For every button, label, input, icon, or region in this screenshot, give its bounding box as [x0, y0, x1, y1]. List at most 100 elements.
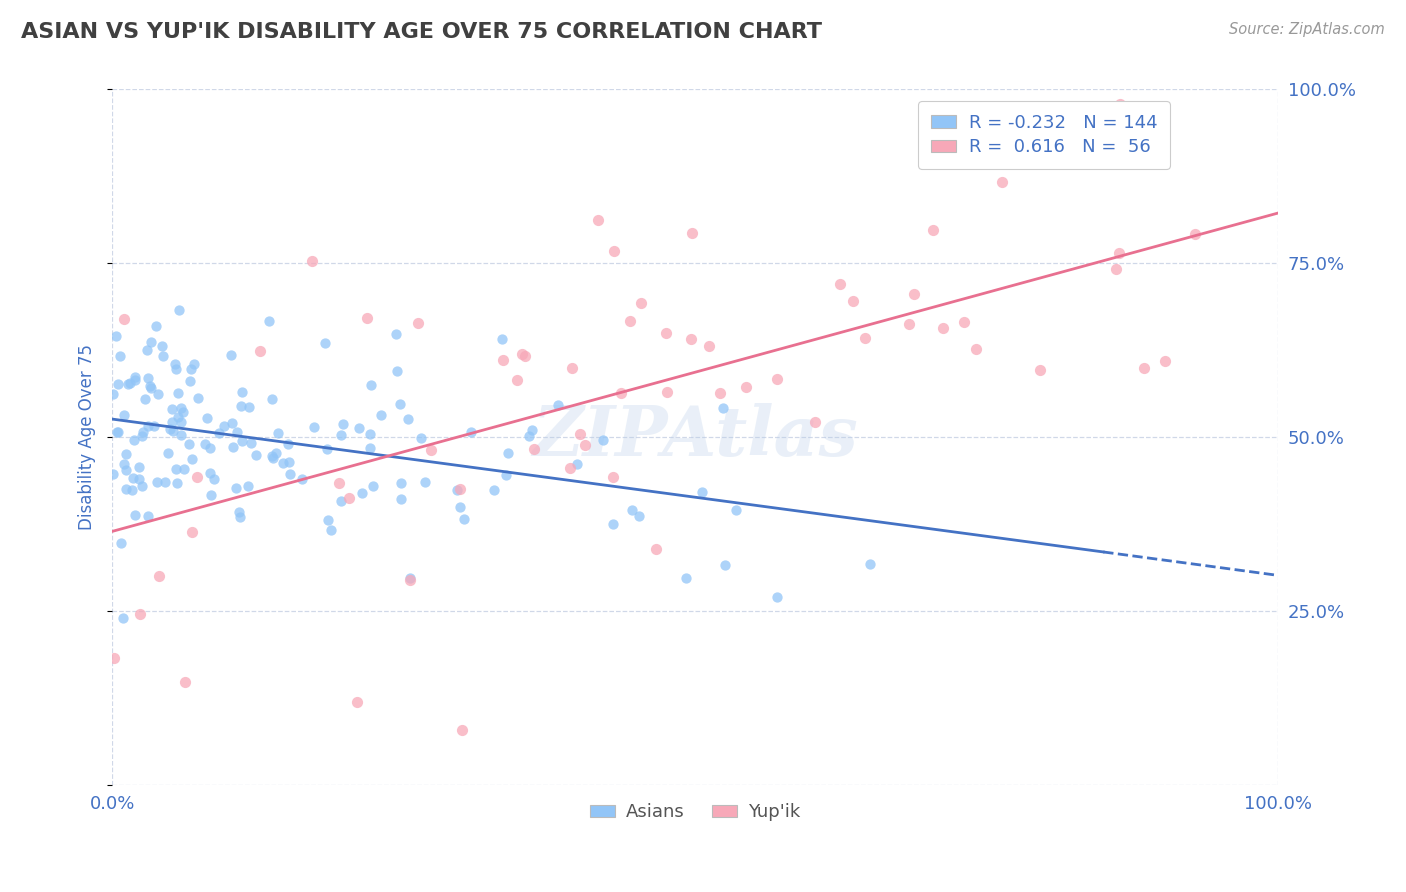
Point	[195, 411, 218, 425]
Point	[172, 405, 194, 419]
Point	[278, 467, 301, 482]
Point	[231, 434, 253, 448]
Point	[194, 437, 217, 451]
Point	[167, 410, 190, 425]
Point	[492, 353, 515, 368]
Point	[179, 437, 201, 451]
Point	[165, 361, 187, 376]
Point	[316, 513, 339, 527]
Point	[180, 362, 202, 376]
Point	[451, 723, 474, 737]
Point	[517, 428, 540, 442]
Point	[359, 427, 381, 442]
Point	[347, 421, 370, 435]
Text: Source: ZipAtlas.com: Source: ZipAtlas.com	[1229, 22, 1385, 37]
Point	[152, 350, 174, 364]
Point	[359, 441, 381, 455]
Point	[153, 475, 176, 490]
Point	[389, 397, 412, 411]
Point	[735, 380, 758, 394]
Point	[396, 412, 419, 426]
Point	[150, 339, 173, 353]
Point	[711, 401, 734, 416]
Point	[183, 357, 205, 371]
Point	[260, 392, 283, 406]
Point	[1108, 97, 1130, 112]
Point	[657, 385, 679, 400]
Point	[361, 479, 384, 493]
Point	[239, 436, 262, 450]
Point	[952, 314, 974, 328]
Point	[903, 287, 925, 301]
Point	[134, 392, 156, 406]
Point	[714, 558, 737, 572]
Point	[103, 387, 125, 401]
Point	[141, 334, 163, 349]
Point	[112, 311, 135, 326]
Point	[859, 558, 882, 572]
Point	[330, 428, 353, 442]
Point	[169, 401, 191, 415]
Point	[160, 415, 183, 429]
Point	[103, 650, 125, 665]
Point	[200, 488, 222, 502]
Point	[315, 442, 337, 456]
Point	[221, 440, 243, 454]
Point	[128, 607, 150, 622]
Point	[389, 492, 412, 507]
Point	[260, 449, 283, 463]
Point	[131, 429, 153, 443]
Point	[111, 610, 134, 624]
Point	[226, 425, 249, 439]
Point	[301, 254, 323, 268]
Point	[453, 512, 475, 526]
Point	[229, 510, 252, 524]
Point	[166, 475, 188, 490]
Point	[352, 485, 374, 500]
Point	[104, 329, 127, 343]
Point	[922, 223, 945, 237]
Point	[124, 373, 146, 387]
Point	[766, 372, 789, 386]
Point	[170, 415, 193, 429]
Point	[138, 371, 160, 385]
Point	[329, 494, 352, 508]
Point	[655, 326, 678, 341]
Point	[221, 348, 243, 362]
Point	[765, 591, 787, 605]
Point	[506, 373, 529, 387]
Point	[103, 467, 125, 481]
Point	[174, 675, 197, 690]
Point	[122, 434, 145, 448]
Point	[446, 483, 468, 497]
Point	[569, 427, 592, 442]
Point	[115, 447, 138, 461]
Point	[124, 370, 146, 384]
Point	[114, 482, 136, 496]
Point	[181, 524, 204, 539]
Point	[495, 468, 517, 483]
Point	[117, 376, 139, 391]
Point	[278, 455, 301, 469]
Point	[221, 416, 243, 430]
Point	[496, 446, 519, 460]
Point	[128, 473, 150, 487]
Point	[991, 175, 1014, 189]
Point	[1132, 361, 1154, 376]
Point	[136, 343, 159, 357]
Point	[139, 381, 162, 395]
Point	[277, 436, 299, 450]
Point	[586, 212, 609, 227]
Point	[143, 419, 166, 434]
Point	[409, 431, 432, 445]
Point	[179, 374, 201, 388]
Point	[513, 349, 536, 363]
Point	[360, 378, 382, 392]
Point	[105, 425, 128, 439]
Point	[406, 317, 429, 331]
Point	[181, 452, 204, 467]
Point	[121, 471, 143, 485]
Point	[107, 376, 129, 391]
Point	[107, 425, 129, 439]
Point	[389, 476, 412, 491]
